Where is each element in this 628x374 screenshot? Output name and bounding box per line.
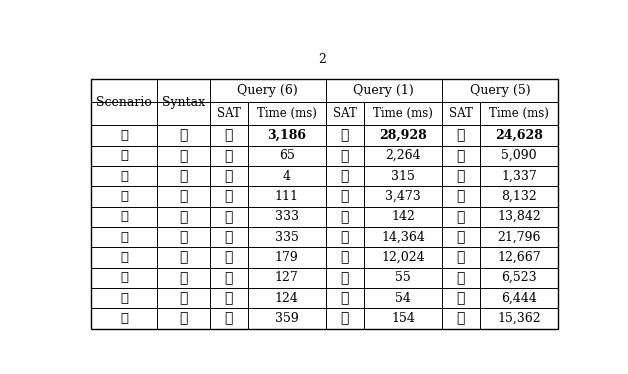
Text: 13,842: 13,842 — [497, 210, 541, 223]
Text: ✓: ✓ — [225, 251, 233, 264]
Text: Syntax: Syntax — [162, 96, 205, 109]
Text: ⑩: ⑩ — [120, 312, 128, 325]
Text: 3,186: 3,186 — [268, 129, 306, 142]
Text: ✓: ✓ — [179, 312, 188, 325]
Text: SAT: SAT — [449, 107, 473, 120]
Text: ✓: ✓ — [340, 312, 349, 325]
Text: ✓: ✓ — [340, 230, 349, 244]
Text: ✓: ✓ — [457, 169, 465, 183]
Text: Time (ms): Time (ms) — [489, 107, 549, 120]
Text: ✓: ✓ — [179, 149, 188, 163]
Text: ✓: ✓ — [457, 189, 465, 203]
Text: 6,523: 6,523 — [501, 271, 537, 284]
Text: 4: 4 — [283, 169, 291, 183]
Text: ✓: ✓ — [225, 128, 233, 142]
Text: ✓: ✓ — [179, 251, 188, 264]
Text: 359: 359 — [275, 312, 299, 325]
Text: Time (ms): Time (ms) — [257, 107, 317, 120]
Text: ✓: ✓ — [179, 189, 188, 203]
Text: SAT: SAT — [217, 107, 241, 120]
Text: ③: ③ — [120, 169, 128, 183]
Text: 54: 54 — [395, 292, 411, 304]
Text: 21,796: 21,796 — [497, 230, 541, 243]
Text: SAT: SAT — [333, 107, 357, 120]
Text: 2: 2 — [318, 53, 326, 66]
Text: ✓: ✓ — [179, 210, 188, 224]
Text: ✓: ✓ — [225, 291, 233, 305]
Text: ✓: ✓ — [225, 210, 233, 224]
Text: ✓: ✓ — [457, 149, 465, 163]
Text: ✓: ✓ — [340, 169, 349, 183]
Text: ✓: ✓ — [225, 312, 233, 325]
Text: ✓: ✓ — [340, 251, 349, 264]
Text: 8,132: 8,132 — [501, 190, 537, 203]
Text: 12,667: 12,667 — [497, 251, 541, 264]
Text: 335: 335 — [275, 230, 299, 243]
Text: ✓: ✓ — [457, 312, 465, 325]
Text: ✓: ✓ — [457, 210, 465, 224]
Text: ✓: ✓ — [340, 210, 349, 224]
Text: ✓: ✓ — [225, 230, 233, 244]
Text: ✓: ✓ — [340, 271, 349, 285]
Text: ⑨: ⑨ — [120, 292, 128, 304]
Text: 154: 154 — [391, 312, 415, 325]
Text: ✓: ✓ — [225, 169, 233, 183]
Text: 179: 179 — [275, 251, 299, 264]
Text: ⑥: ⑥ — [120, 230, 128, 243]
Text: ⑤: ⑤ — [120, 210, 128, 223]
Text: ✓: ✓ — [457, 230, 465, 244]
Text: 3,473: 3,473 — [385, 190, 421, 203]
Text: ⑦: ⑦ — [120, 251, 128, 264]
Text: ✓: ✓ — [340, 149, 349, 163]
Text: ⑧: ⑧ — [120, 271, 128, 284]
Text: ✓: ✓ — [179, 128, 188, 142]
Text: 24,628: 24,628 — [495, 129, 543, 142]
Text: ✓: ✓ — [340, 189, 349, 203]
Text: ✓: ✓ — [457, 291, 465, 305]
Text: ④: ④ — [120, 190, 128, 203]
Text: 65: 65 — [279, 149, 295, 162]
Text: ✓: ✓ — [340, 291, 349, 305]
Text: 6,444: 6,444 — [501, 292, 537, 304]
Text: 14,364: 14,364 — [381, 230, 425, 243]
Text: 111: 111 — [275, 190, 299, 203]
Text: Query (5): Query (5) — [470, 85, 530, 97]
Text: ✓: ✓ — [179, 271, 188, 285]
Text: ✓: ✓ — [225, 149, 233, 163]
Text: ✓: ✓ — [340, 128, 349, 142]
Text: ✓: ✓ — [225, 189, 233, 203]
Text: Scenario: Scenario — [96, 96, 152, 109]
Text: ②: ② — [120, 149, 128, 162]
Text: 12,024: 12,024 — [381, 251, 425, 264]
Text: ✓: ✓ — [179, 291, 188, 305]
Text: 333: 333 — [275, 210, 299, 223]
Text: 5,090: 5,090 — [501, 149, 537, 162]
Text: 142: 142 — [391, 210, 415, 223]
Text: 124: 124 — [275, 292, 299, 304]
Text: 315: 315 — [391, 169, 415, 183]
Text: 127: 127 — [275, 271, 299, 284]
Text: 2,264: 2,264 — [385, 149, 421, 162]
Text: ✓: ✓ — [457, 128, 465, 142]
Text: 55: 55 — [395, 271, 411, 284]
Text: ①: ① — [120, 129, 128, 142]
Text: ✓: ✓ — [225, 271, 233, 285]
Text: 15,362: 15,362 — [497, 312, 541, 325]
Text: ✓: ✓ — [179, 169, 188, 183]
Text: Time (ms): Time (ms) — [373, 107, 433, 120]
Text: ✓: ✓ — [457, 251, 465, 264]
Text: ✓: ✓ — [457, 271, 465, 285]
Text: ✓: ✓ — [179, 230, 188, 244]
Text: 1,337: 1,337 — [501, 169, 537, 183]
Text: 28,928: 28,928 — [379, 129, 427, 142]
Text: Query (1): Query (1) — [354, 85, 414, 97]
Text: Query (6): Query (6) — [237, 85, 298, 97]
